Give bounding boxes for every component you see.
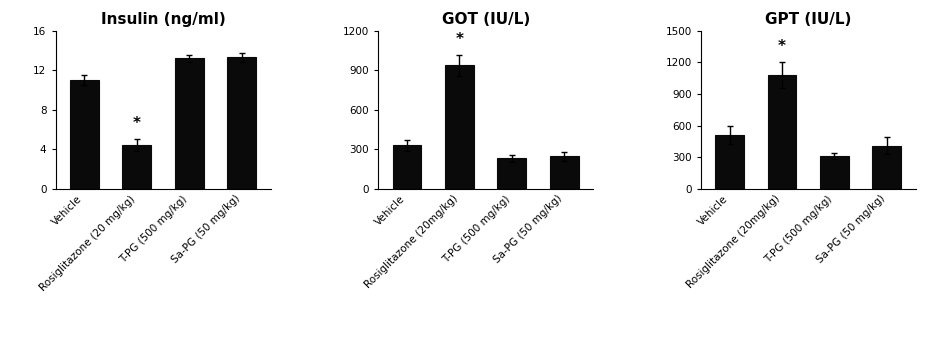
- Bar: [715, 135, 744, 189]
- Bar: [445, 65, 474, 189]
- Title: GOT (IU/L): GOT (IU/L): [441, 12, 530, 27]
- Bar: [820, 156, 849, 189]
- Title: GPT (IU/L): GPT (IU/L): [765, 12, 851, 27]
- Bar: [70, 80, 99, 189]
- Bar: [392, 145, 422, 189]
- Bar: [228, 58, 256, 189]
- Text: *: *: [133, 117, 141, 131]
- Bar: [498, 158, 526, 189]
- Bar: [549, 156, 579, 189]
- Bar: [175, 58, 204, 189]
- Text: *: *: [455, 32, 463, 47]
- Bar: [122, 145, 151, 189]
- Text: *: *: [778, 39, 786, 54]
- Title: Insulin (ng/ml): Insulin (ng/ml): [101, 12, 226, 27]
- Bar: [872, 145, 901, 189]
- Bar: [768, 75, 796, 189]
